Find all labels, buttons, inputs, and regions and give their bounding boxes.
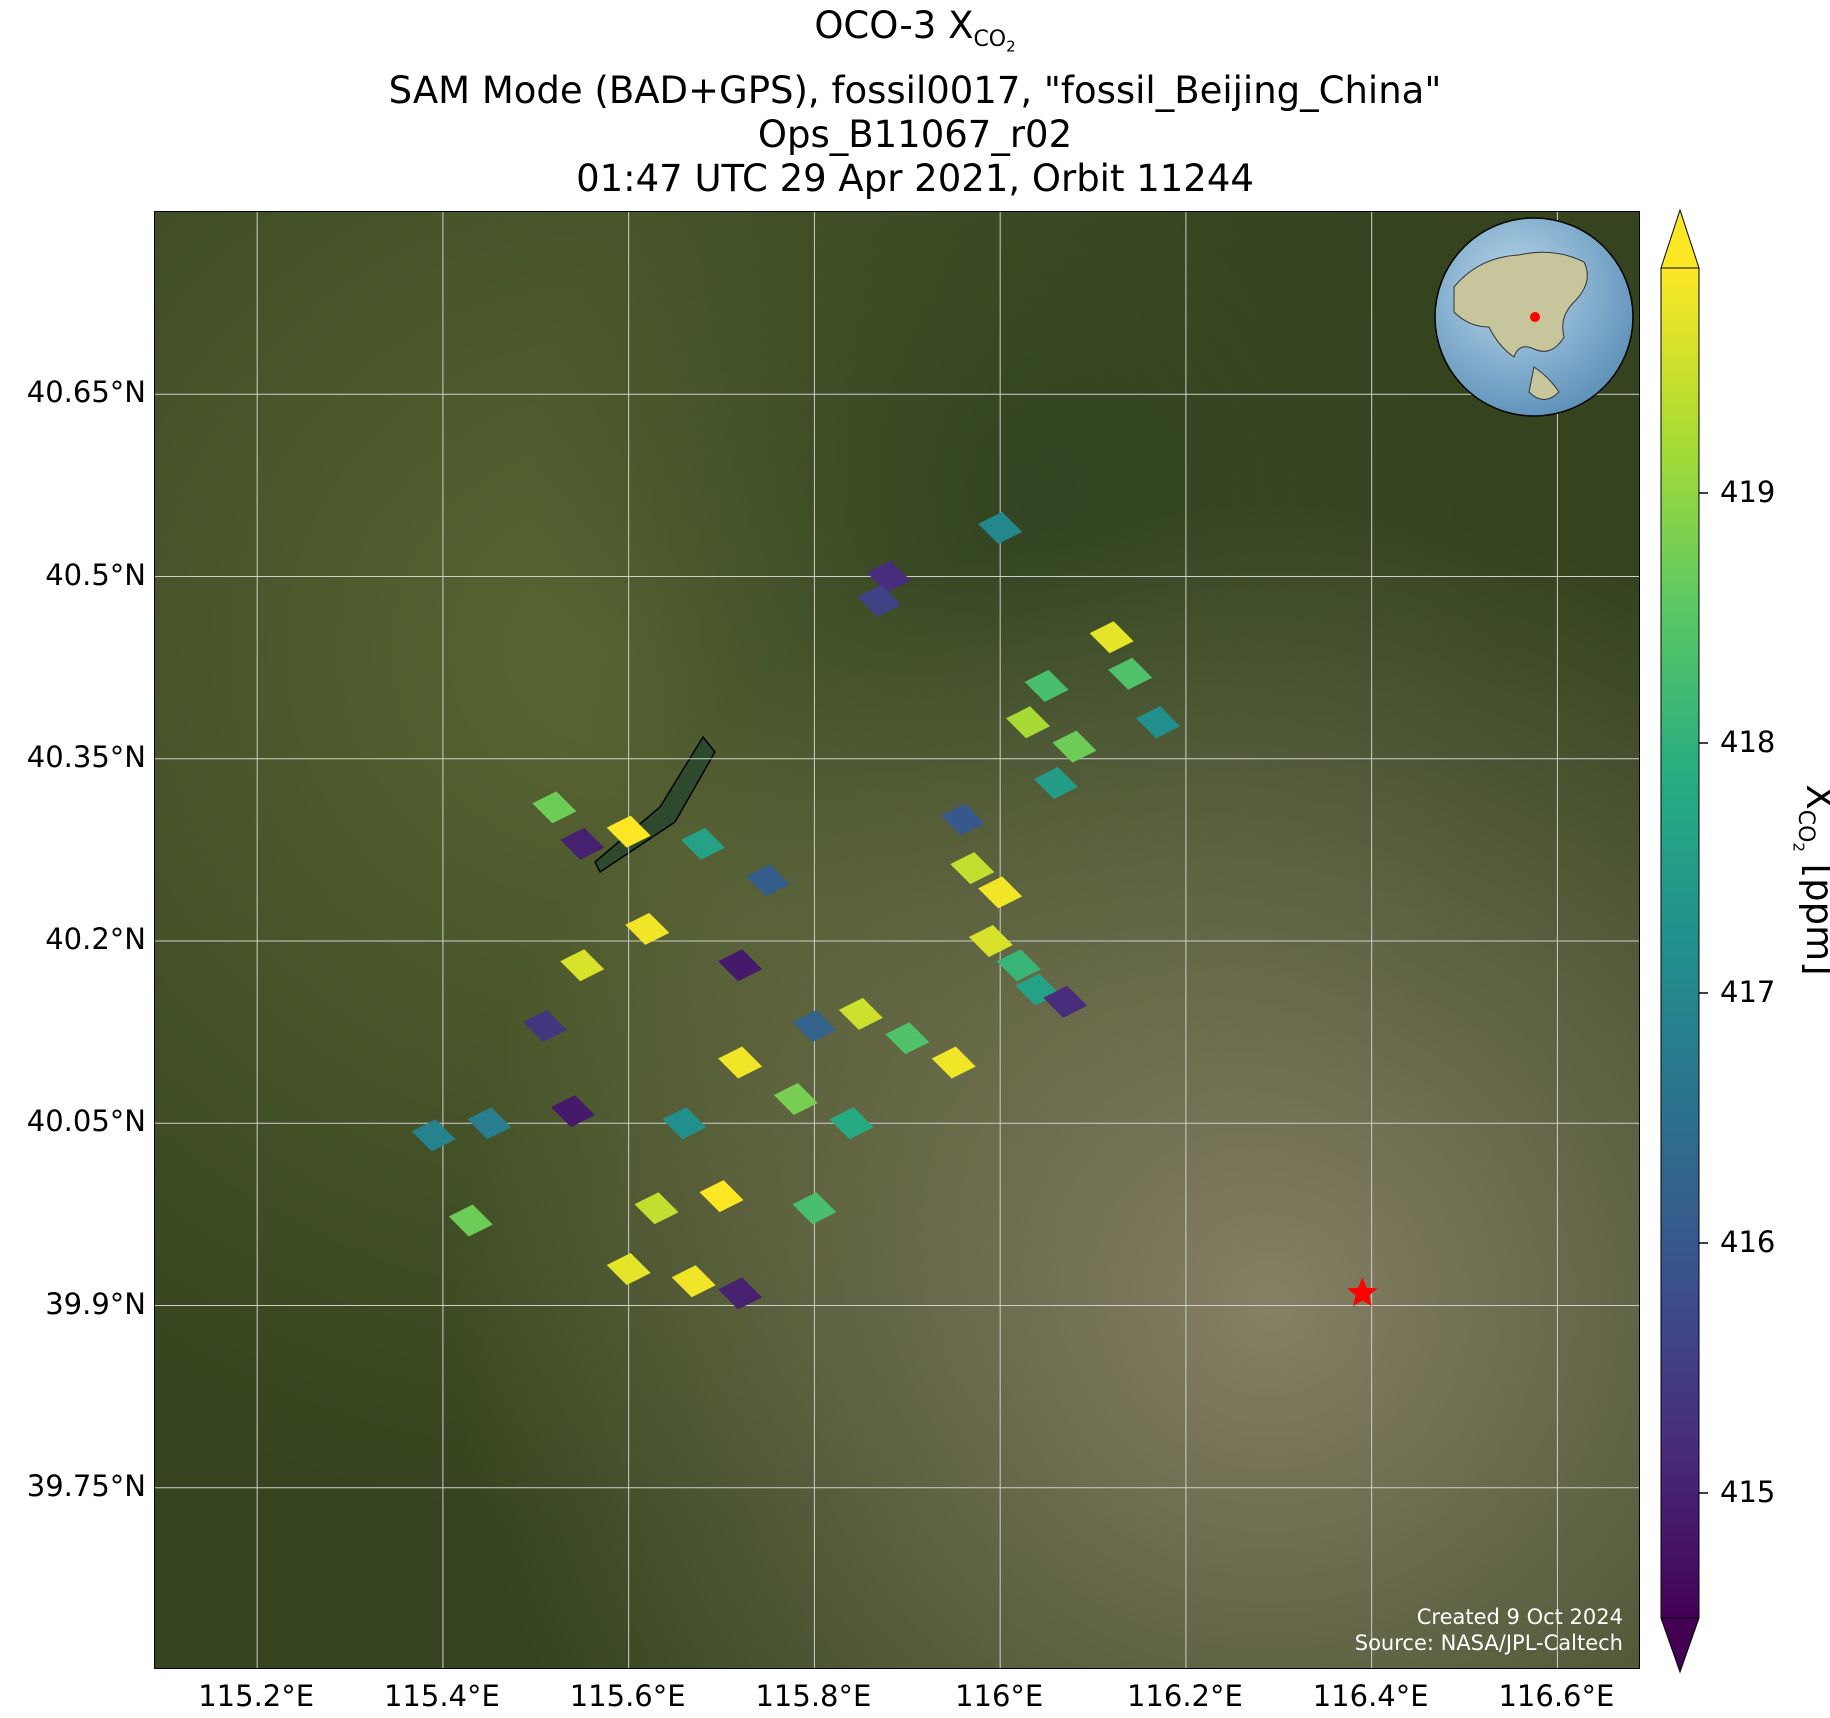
colorbar-tick-label: 415 [1720, 1475, 1776, 1509]
xco2-footprint [718, 1046, 763, 1079]
colorbar-tick-label: 419 [1720, 475, 1776, 509]
colorbar [1660, 208, 1708, 1674]
colorbar-extend-top [1660, 208, 1700, 269]
map-canvas[interactable] [155, 212, 1640, 1669]
xco2-footprint [745, 864, 790, 897]
xco2-footprint [950, 852, 995, 885]
longitude-tick-label: 116.2°E [1126, 1679, 1243, 1713]
xco2-footprint [606, 815, 651, 848]
colorbar-ticks [1699, 492, 1708, 1494]
xco2-footprint [411, 1119, 456, 1152]
latitude-tick-label: 40.35°N [26, 739, 146, 774]
basemap-urban [155, 212, 1639, 1668]
longitude-tick-label: 115.8°E [755, 1679, 872, 1713]
latitude-tick-label: 40.2°N [45, 922, 146, 956]
colorbar-tick-label: 417 [1720, 975, 1776, 1009]
xco2-footprint [866, 560, 911, 593]
target-marker-layer [1347, 1277, 1378, 1307]
xco2-footprint [699, 1180, 744, 1213]
xco2-footprint [606, 1253, 651, 1286]
xco2-footprint [931, 1046, 976, 1079]
xco2-footprint [625, 912, 670, 945]
figure-title: OCO-3 XCO2 SAM Mode (BAD+GPS), fossil001… [0, 4, 1830, 201]
credit-text: Created 9 Oct 2024 Source: NASA/JPL-Calt… [1355, 1604, 1623, 1656]
xco2-footprint [792, 1010, 837, 1043]
xco2-footprint [662, 1107, 707, 1140]
xco2-footprint [941, 803, 986, 836]
xco2-footprint [829, 1107, 874, 1140]
credit-line-1: Created 9 Oct 2024 [1416, 1605, 1623, 1629]
xco2-footprint [671, 1265, 716, 1298]
xco2-footprint [1136, 706, 1181, 739]
inset-landmass [1453, 251, 1588, 358]
inset-globe [1434, 217, 1634, 417]
latitude-tick-label: 40.5°N [45, 557, 146, 592]
xco2-footprint [550, 1095, 595, 1128]
xco2-footprint [560, 827, 605, 860]
title-line-1: OCO-3 XCO2 [814, 4, 1016, 56]
xco2-footprints [411, 511, 1181, 1310]
xco2-footprint [1024, 669, 1069, 702]
latitude-tick-label: 39.9°N [45, 1286, 146, 1321]
xco2-footprint [857, 584, 902, 617]
colorbar-label: XCO2 [ppm] [1789, 784, 1830, 976]
inset-landmass-south [1528, 366, 1560, 400]
title-line-2: SAM Mode (BAD+GPS), fossil0017, "fossil_… [388, 68, 1442, 112]
longitude-tick-label: 115.4°E [383, 1679, 500, 1713]
colorbar-gradient [1660, 267, 1700, 1619]
longitude-tick-label: 116.4°E [1312, 1679, 1429, 1713]
xco2-footprint [1043, 985, 1088, 1018]
xco2-footprint [996, 949, 1041, 982]
xco2-footprint [978, 511, 1023, 544]
xco2-footprint [978, 876, 1023, 909]
xco2-footprint [773, 1082, 818, 1115]
latitude-tick-label: 39.75°N [26, 1468, 146, 1503]
xco2-footprint [523, 1010, 568, 1043]
credit-line-2: Source: NASA/JPL-Caltech [1354, 1631, 1623, 1655]
graticule [155, 212, 1639, 1668]
xco2-footprint [1006, 706, 1051, 739]
colorbar-tick-label: 418 [1720, 725, 1776, 759]
colorbar-extend-bottom [1660, 1617, 1700, 1674]
xco2-footprint [680, 827, 725, 860]
longitude-tick-label: 115.6°E [569, 1679, 686, 1713]
longitude-tick-label: 115.2°E [198, 1679, 315, 1713]
xco2-footprint [838, 997, 883, 1030]
xco2-footprint [467, 1107, 512, 1140]
xco2-footprint [718, 949, 763, 982]
title-line-4: 01:47 UTC 29 Apr 2021, Orbit 11244 [576, 156, 1254, 200]
title-line-3: Ops_B11067_r02 [757, 112, 1073, 156]
xco2-footprint [1108, 657, 1153, 690]
xco2-footprint [968, 925, 1013, 957]
xco2-footprint [885, 1022, 930, 1055]
xco2-footprint [532, 791, 577, 824]
colorbar-tick-label: 416 [1720, 1225, 1776, 1259]
xco2-footprint [448, 1204, 493, 1237]
target-star-icon [1347, 1277, 1378, 1307]
latitude-tick-label: 40.05°N [26, 1104, 146, 1139]
xco2-footprint [718, 1277, 763, 1310]
latitude-tick-label: 40.65°N [26, 375, 146, 410]
xco2-footprint [792, 1192, 837, 1225]
map-panel[interactable]: Created 9 Oct 2024 Source: NASA/JPL-Calt… [154, 211, 1640, 1669]
xco2-footprint [634, 1192, 679, 1225]
inset-star-icon [1530, 312, 1540, 322]
xco2-footprint [560, 949, 605, 982]
longitude-tick-label: 116°E [955, 1679, 1044, 1713]
longitude-tick-label: 116.6°E [1498, 1679, 1615, 1713]
xco2-footprint [1089, 621, 1134, 654]
xco2-footprint [1052, 730, 1097, 763]
xco2-footprint [1033, 767, 1078, 800]
